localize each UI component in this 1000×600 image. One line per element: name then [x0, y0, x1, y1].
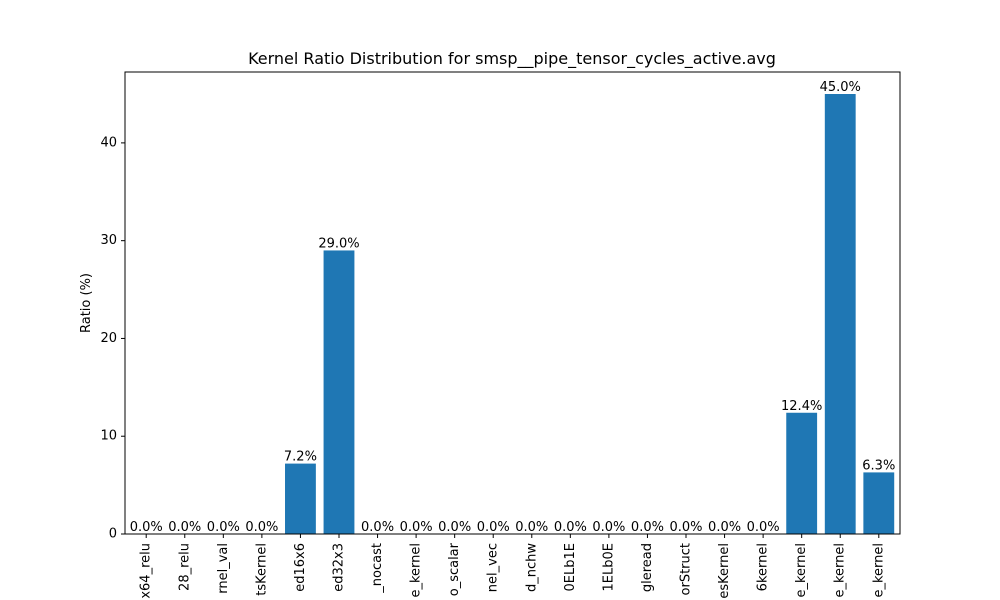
- bar-value-label: 0.0%: [168, 520, 201, 535]
- bar-value-label: 29.0%: [318, 236, 359, 251]
- bar-5: [323, 250, 355, 534]
- x-tick-label: o_scalar: [447, 542, 462, 596]
- x-tick-label: e_kernel: [409, 543, 424, 598]
- x-tick-label: orStruct: [679, 543, 694, 595]
- bar-value-label: 0.0%: [631, 520, 664, 535]
- x-tick-label: x64_relu: [139, 543, 154, 599]
- bar-value-label: 0.0%: [477, 520, 510, 535]
- x-tick-label: esKernel: [717, 543, 732, 599]
- y-tick-label: 30: [100, 233, 117, 248]
- bar-17: [786, 412, 818, 534]
- x-tick-label: rnel_val: [216, 543, 231, 594]
- bar-value-label: 0.0%: [400, 520, 433, 535]
- bar-4: [285, 463, 316, 534]
- bar-value-label: 0.0%: [515, 520, 548, 535]
- bars-group: [285, 94, 895, 534]
- bar-value-label: 0.0%: [130, 520, 163, 535]
- x-tick-label: nel_vec: [486, 543, 501, 592]
- bar-value-label: 0.0%: [438, 520, 471, 535]
- bar-19: [863, 472, 895, 534]
- bar-18: [824, 94, 856, 534]
- y-tick-label: 20: [100, 331, 117, 346]
- x-axis: x64_relu 28_relu rnel_val tsKernel ed16x6 ed3…: [139, 534, 886, 599]
- x-tick-label: d_nchw: [524, 543, 539, 592]
- y-tick-label: 40: [100, 135, 117, 150]
- bar-value-label: 0.0%: [592, 520, 625, 535]
- x-tick-label: e_kernel: [794, 543, 809, 598]
- x-tick-label: tsKernel: [254, 543, 269, 596]
- bar-value-label: 0.0%: [207, 520, 240, 535]
- bar-value-label: 0.0%: [669, 520, 702, 535]
- y-axis: 0 10 20 30 40: [100, 135, 125, 542]
- bar-value-label: 45.0%: [820, 80, 861, 95]
- bar-value-label: 0.0%: [747, 520, 780, 535]
- x-tick-label: 6kernel: [756, 543, 771, 591]
- bar-value-label: 12.4%: [781, 399, 822, 414]
- x-tick-label: ed32x3: [331, 543, 346, 592]
- bar-value-label: 6.3%: [862, 458, 895, 473]
- chart-title: Kernel Ratio Distribution for smsp__pipe…: [248, 49, 776, 69]
- y-tick-label: 0: [109, 527, 117, 542]
- x-tick-label: 0ELb1E: [563, 543, 578, 591]
- x-tick-label: 28_relu: [177, 543, 192, 591]
- x-tick-label: gleread: [640, 543, 655, 592]
- x-tick-label: 1ELb0E: [601, 543, 616, 591]
- y-tick-label: 10: [100, 429, 117, 444]
- bar-value-label: 0.0%: [245, 520, 278, 535]
- bar-value-label: 7.2%: [284, 450, 317, 465]
- x-tick-label: e_kernel: [833, 543, 848, 598]
- plot-frame: [124, 71, 901, 535]
- x-tick-label: ed16x6: [293, 543, 308, 592]
- bar-value-label: 0.0%: [361, 520, 394, 535]
- x-tick-label: e_kernel: [871, 543, 886, 598]
- bar-labels-group: 0.0% 0.0% 0.0% 0.0% 7.2% 29.0% 0.0% 0.0% 0.0% 0.0…: [130, 80, 896, 535]
- y-axis-label: Ratio (%): [79, 273, 94, 333]
- x-tick-label: _nocast: [370, 543, 385, 594]
- bar-value-label: 0.0%: [554, 520, 587, 535]
- bar-value-label: 0.0%: [708, 520, 741, 535]
